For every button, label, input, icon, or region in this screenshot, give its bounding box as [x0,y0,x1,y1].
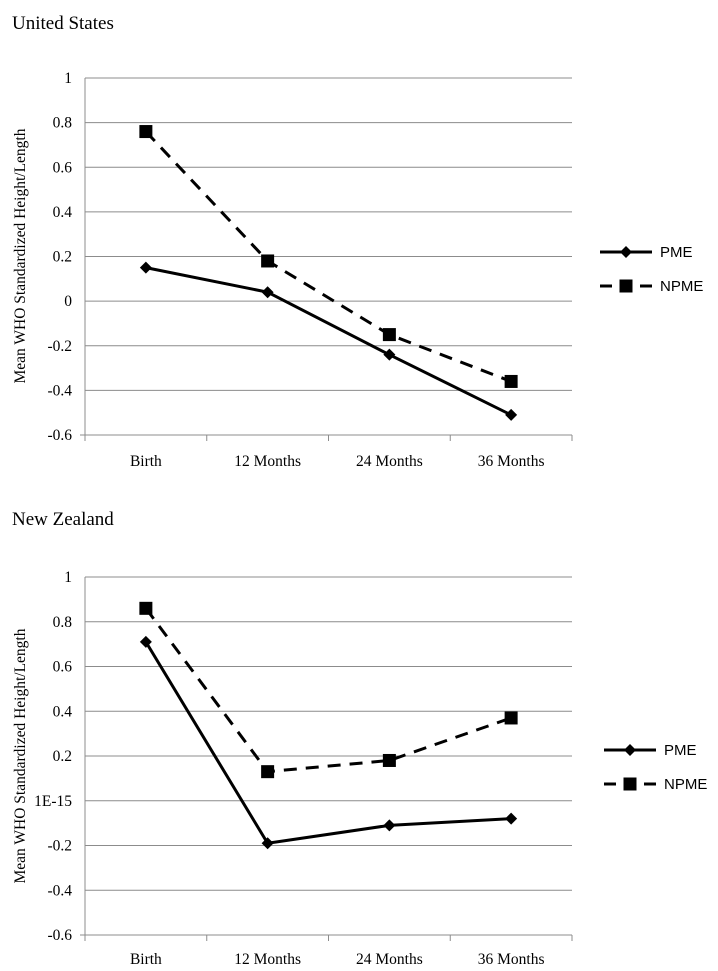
y-tick-label: -0.4 [47,882,72,899]
legend-label: PME [664,742,697,759]
series-lines [139,601,518,850]
data-point [383,348,396,361]
y-axis-label: Mean WHO Standardized Height/Length [12,128,29,383]
chart-united-states: United States Mean WHO Standardized Heig… [12,13,703,470]
legend-marker [620,246,632,258]
legend-label: NPME [664,776,707,793]
grid-lines [80,77,573,441]
x-tick-labels: Birth 12 Months 24 Months 36 Months [130,951,545,968]
data-point [505,408,518,421]
data-point [139,261,152,274]
legend: PME NPME [600,244,703,295]
legend-item-npme: NPME [604,776,707,793]
series-line [144,607,512,774]
y-tick-label: 0.2 [53,249,72,266]
series-line [144,641,512,845]
y-tick-label: -0.6 [47,427,72,444]
x-tick-label: 12 Months [234,453,301,470]
y-tick-label: 0.8 [53,614,73,631]
y-tick-label: 1E-15 [34,793,72,810]
data-point [382,328,396,342]
series-npme [139,125,518,388]
legend-marker [623,777,637,791]
x-tick-label: 12 Months [234,951,301,968]
data-point [261,254,275,268]
y-tick-label: 0.6 [53,159,73,176]
data-point [261,286,274,299]
legend: PME NPME [604,742,707,793]
y-tick-label: -0.2 [47,338,72,355]
series-line [144,130,512,383]
x-tick-label: Birth [130,951,162,968]
series-pme [139,261,518,421]
legend-label: NPME [660,278,703,295]
data-point [139,601,153,615]
data-point [505,812,518,825]
x-tick-label: 24 Months [356,951,423,968]
x-tick-label: 24 Months [356,453,423,470]
series-pme [139,635,518,850]
data-point [261,765,275,779]
series-lines [139,125,518,421]
chart-title: United States [12,13,114,34]
y-tick-label: 0.4 [53,204,73,221]
grid-lines [80,576,573,941]
legend-marker [619,279,633,293]
x-tick-label: 36 Months [478,453,545,470]
y-tick-label: -0.4 [47,382,72,399]
data-point [504,374,518,388]
y-tick-labels: 1 0.8 0.6 0.4 0.2 1E-15 -0.2 -0.4 -0.6 [34,569,72,944]
series-npme [139,601,518,779]
chart-new-zealand: New Zealand Mean WHO Standardized Height… [12,509,707,968]
y-tick-label: 0.4 [53,703,73,720]
legend-label: PME [660,244,693,261]
chart-title: New Zealand [12,509,114,530]
legend-item-pme: PME [604,742,697,759]
legend-marker [624,744,636,756]
legend-item-pme: PME [600,244,693,261]
legend-item-npme: NPME [600,278,703,295]
data-point [139,125,153,139]
y-tick-label: 0 [64,293,72,310]
x-tick-labels: Birth 12 Months 24 Months 36 Months [130,453,545,470]
data-point [261,837,274,850]
data-point [382,753,396,767]
y-axis-label: Mean WHO Standardized Height/Length [12,628,29,883]
y-tick-label: 1 [64,70,72,87]
x-tick-label: 36 Months [478,951,545,968]
y-tick-label: 0.8 [53,115,73,132]
data-point [504,711,518,725]
data-point [139,635,152,648]
data-point [383,819,396,832]
y-tick-label: -0.6 [47,927,72,944]
series-line [145,266,512,417]
y-tick-label: 0.2 [53,748,72,765]
y-tick-labels: 1 0.8 0.6 0.4 0.2 0 -0.2 -0.4 -0.6 [47,70,72,444]
y-tick-label: 0.6 [53,659,73,676]
y-tick-label: -0.2 [47,838,72,855]
x-tick-label: Birth [130,453,162,470]
y-tick-label: 1 [64,569,72,586]
